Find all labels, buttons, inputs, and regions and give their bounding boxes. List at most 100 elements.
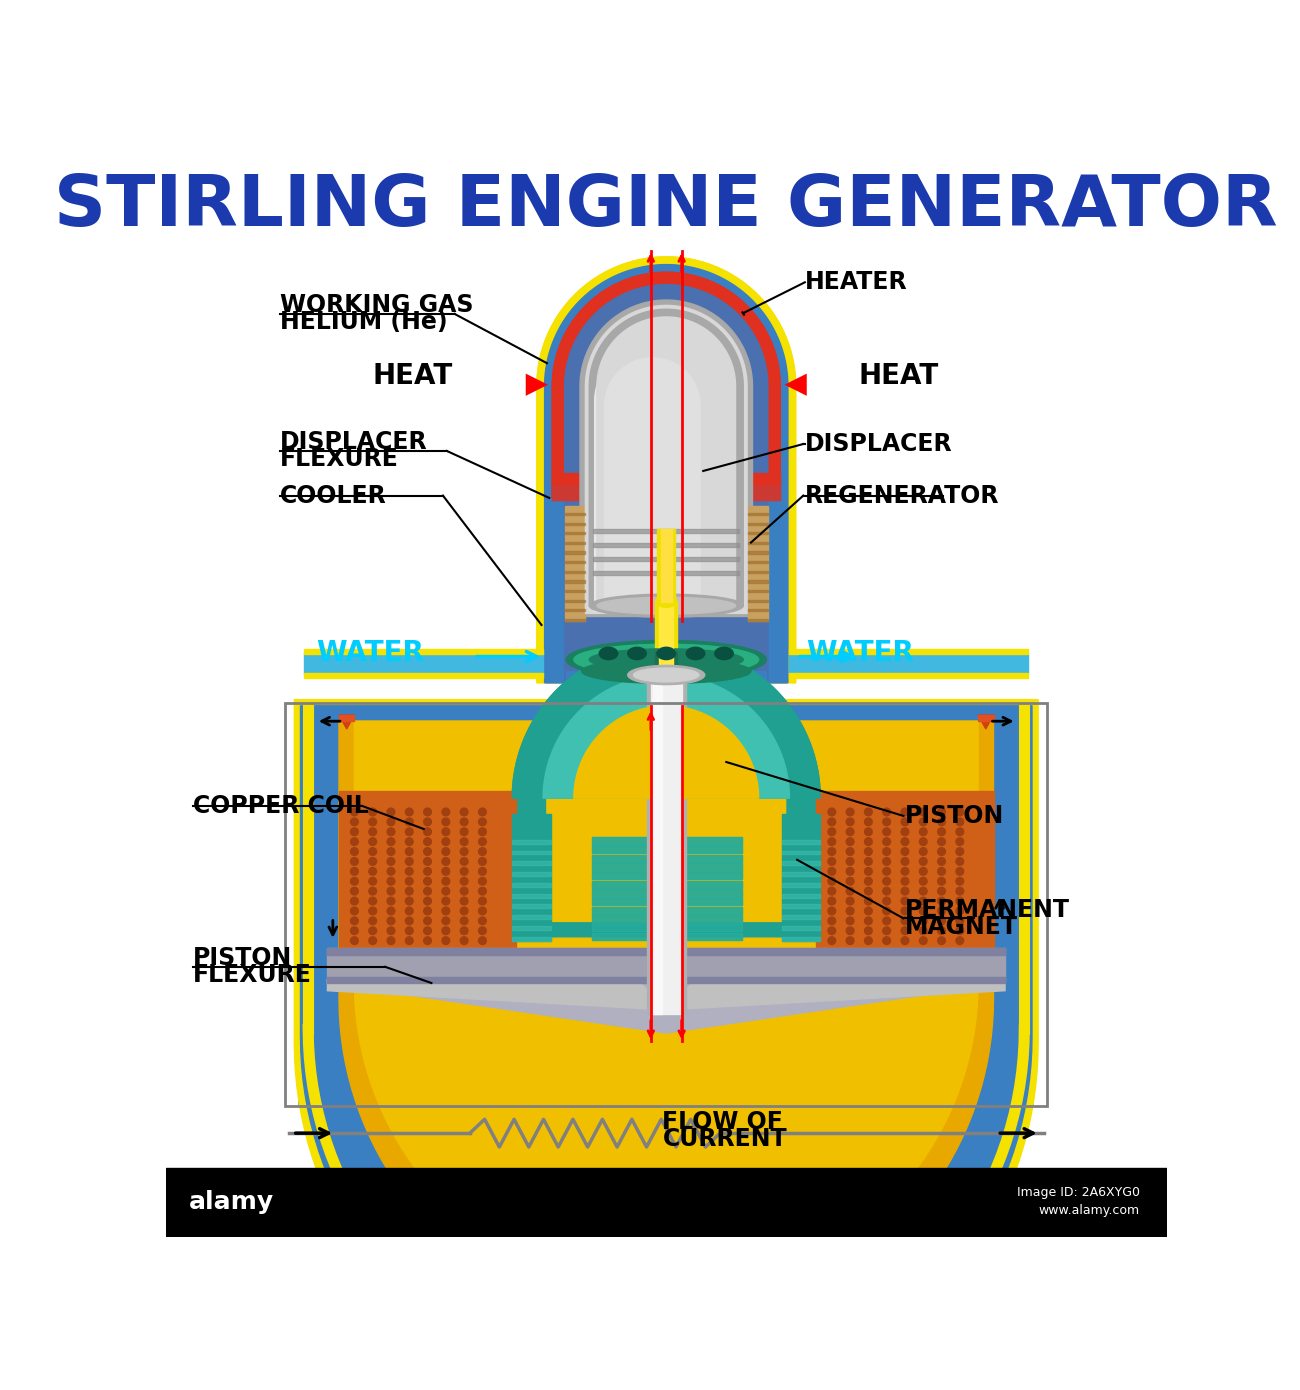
Bar: [592, 872, 742, 880]
Circle shape: [369, 838, 377, 845]
Circle shape: [351, 838, 359, 845]
Bar: [747, 542, 768, 543]
Circle shape: [864, 828, 872, 835]
Circle shape: [442, 838, 450, 845]
Circle shape: [901, 828, 909, 835]
Circle shape: [846, 867, 854, 876]
Bar: [978, 714, 993, 721]
Polygon shape: [294, 699, 1039, 1390]
Circle shape: [387, 828, 395, 835]
Circle shape: [919, 897, 927, 905]
Bar: [512, 926, 551, 930]
Bar: [592, 906, 742, 913]
Circle shape: [919, 887, 927, 895]
Circle shape: [864, 867, 872, 876]
Circle shape: [442, 848, 450, 855]
Circle shape: [351, 808, 359, 816]
Bar: [655, 602, 677, 682]
Polygon shape: [573, 706, 759, 798]
Bar: [781, 862, 820, 865]
Circle shape: [901, 908, 909, 915]
Circle shape: [406, 838, 413, 845]
Text: HELIUM (He): HELIUM (He): [280, 310, 447, 335]
Circle shape: [937, 927, 945, 934]
Circle shape: [956, 838, 963, 845]
Circle shape: [460, 908, 468, 915]
Bar: [564, 562, 585, 563]
Circle shape: [406, 927, 413, 934]
Circle shape: [883, 897, 890, 905]
Ellipse shape: [686, 648, 705, 660]
Bar: [537, 817, 796, 826]
Circle shape: [883, 908, 890, 915]
Bar: [512, 872, 551, 876]
Bar: [304, 649, 543, 655]
Circle shape: [901, 877, 909, 885]
Circle shape: [828, 828, 836, 835]
Circle shape: [864, 887, 872, 895]
Polygon shape: [545, 264, 788, 682]
Circle shape: [956, 908, 963, 915]
Polygon shape: [552, 272, 780, 498]
Circle shape: [846, 917, 854, 924]
Text: Image ID: 2A6XYG0: Image ID: 2A6XYG0: [1017, 1186, 1140, 1200]
Polygon shape: [567, 286, 767, 682]
Circle shape: [919, 838, 927, 845]
Circle shape: [828, 937, 836, 944]
Text: HEAT: HEAT: [372, 363, 452, 391]
Circle shape: [406, 917, 413, 924]
Circle shape: [424, 828, 432, 835]
Circle shape: [919, 817, 927, 826]
Bar: [580, 589, 753, 616]
Circle shape: [460, 937, 468, 944]
Bar: [592, 916, 742, 923]
Bar: [525, 872, 807, 881]
Bar: [789, 673, 1028, 678]
Circle shape: [846, 838, 854, 845]
Circle shape: [901, 937, 909, 944]
Text: PISTON: PISTON: [192, 947, 292, 970]
Polygon shape: [537, 257, 796, 682]
Circle shape: [478, 937, 486, 944]
Bar: [564, 506, 585, 621]
Circle shape: [846, 817, 854, 826]
Circle shape: [369, 848, 377, 855]
Circle shape: [478, 808, 486, 816]
Circle shape: [828, 887, 836, 895]
Bar: [592, 847, 742, 853]
Bar: [592, 890, 742, 897]
Polygon shape: [552, 272, 780, 498]
Polygon shape: [537, 257, 796, 682]
Circle shape: [369, 808, 377, 816]
Circle shape: [883, 917, 890, 924]
Circle shape: [351, 867, 359, 876]
Polygon shape: [594, 343, 710, 612]
Circle shape: [901, 808, 909, 816]
Circle shape: [369, 927, 377, 934]
Circle shape: [369, 908, 377, 915]
Circle shape: [478, 877, 486, 885]
Circle shape: [387, 848, 395, 855]
Bar: [647, 676, 685, 1013]
Circle shape: [460, 877, 468, 885]
Bar: [166, 1168, 1167, 1237]
Circle shape: [387, 877, 395, 885]
Circle shape: [478, 927, 486, 934]
Text: PERMANENT: PERMANENT: [905, 898, 1070, 922]
Polygon shape: [585, 306, 747, 613]
Circle shape: [828, 897, 836, 905]
Bar: [592, 933, 742, 940]
Bar: [593, 557, 740, 562]
Circle shape: [406, 897, 413, 905]
Circle shape: [883, 927, 890, 934]
Circle shape: [919, 848, 927, 855]
Circle shape: [828, 867, 836, 876]
Ellipse shape: [655, 596, 677, 607]
Polygon shape: [564, 285, 768, 682]
Ellipse shape: [633, 669, 699, 682]
Circle shape: [460, 867, 468, 876]
Bar: [534, 831, 798, 840]
Circle shape: [387, 867, 395, 876]
Circle shape: [901, 867, 909, 876]
Circle shape: [901, 897, 909, 905]
